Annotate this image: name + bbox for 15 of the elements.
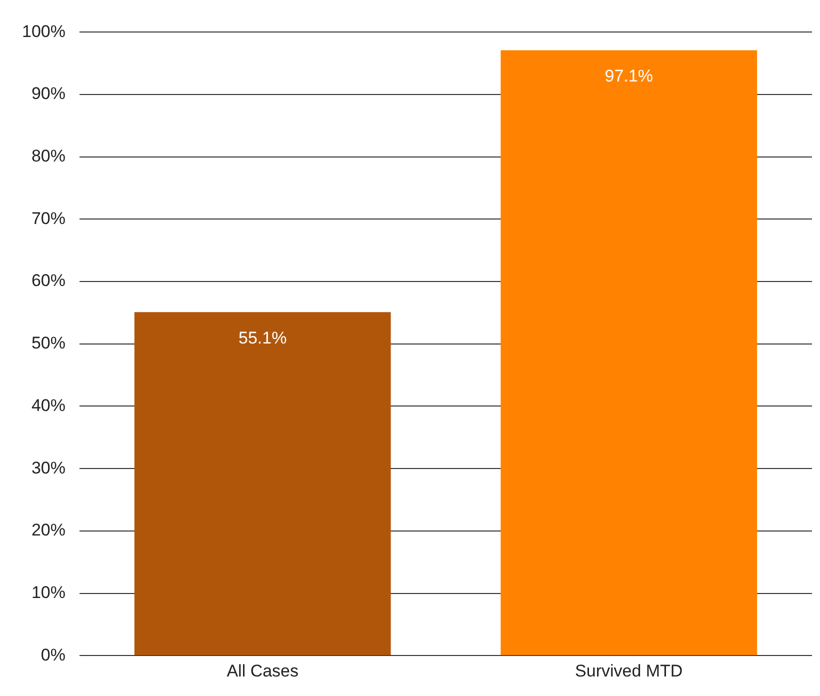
data-label: 55.1%	[238, 328, 287, 348]
data-label: 97.1%	[604, 66, 653, 86]
y-tick-label: 0%	[40, 645, 66, 664]
y-tick-label: 100%	[22, 22, 66, 41]
x-tick-label: All Cases	[226, 661, 299, 680]
y-tick-label: 30%	[31, 458, 66, 478]
y-tick-label: 60%	[31, 271, 66, 290]
y-tick-label: 10%	[31, 582, 66, 602]
y-tick-label: 50%	[31, 334, 66, 353]
y-tick-label: 90%	[31, 84, 66, 104]
y-tick-label: 40%	[31, 396, 66, 415]
x-tick-label: Survived MTD	[575, 661, 683, 680]
y-tick-label: 70%	[31, 208, 66, 228]
y-tick-label: 80%	[31, 146, 66, 166]
y-tick-label: 20%	[31, 520, 66, 540]
